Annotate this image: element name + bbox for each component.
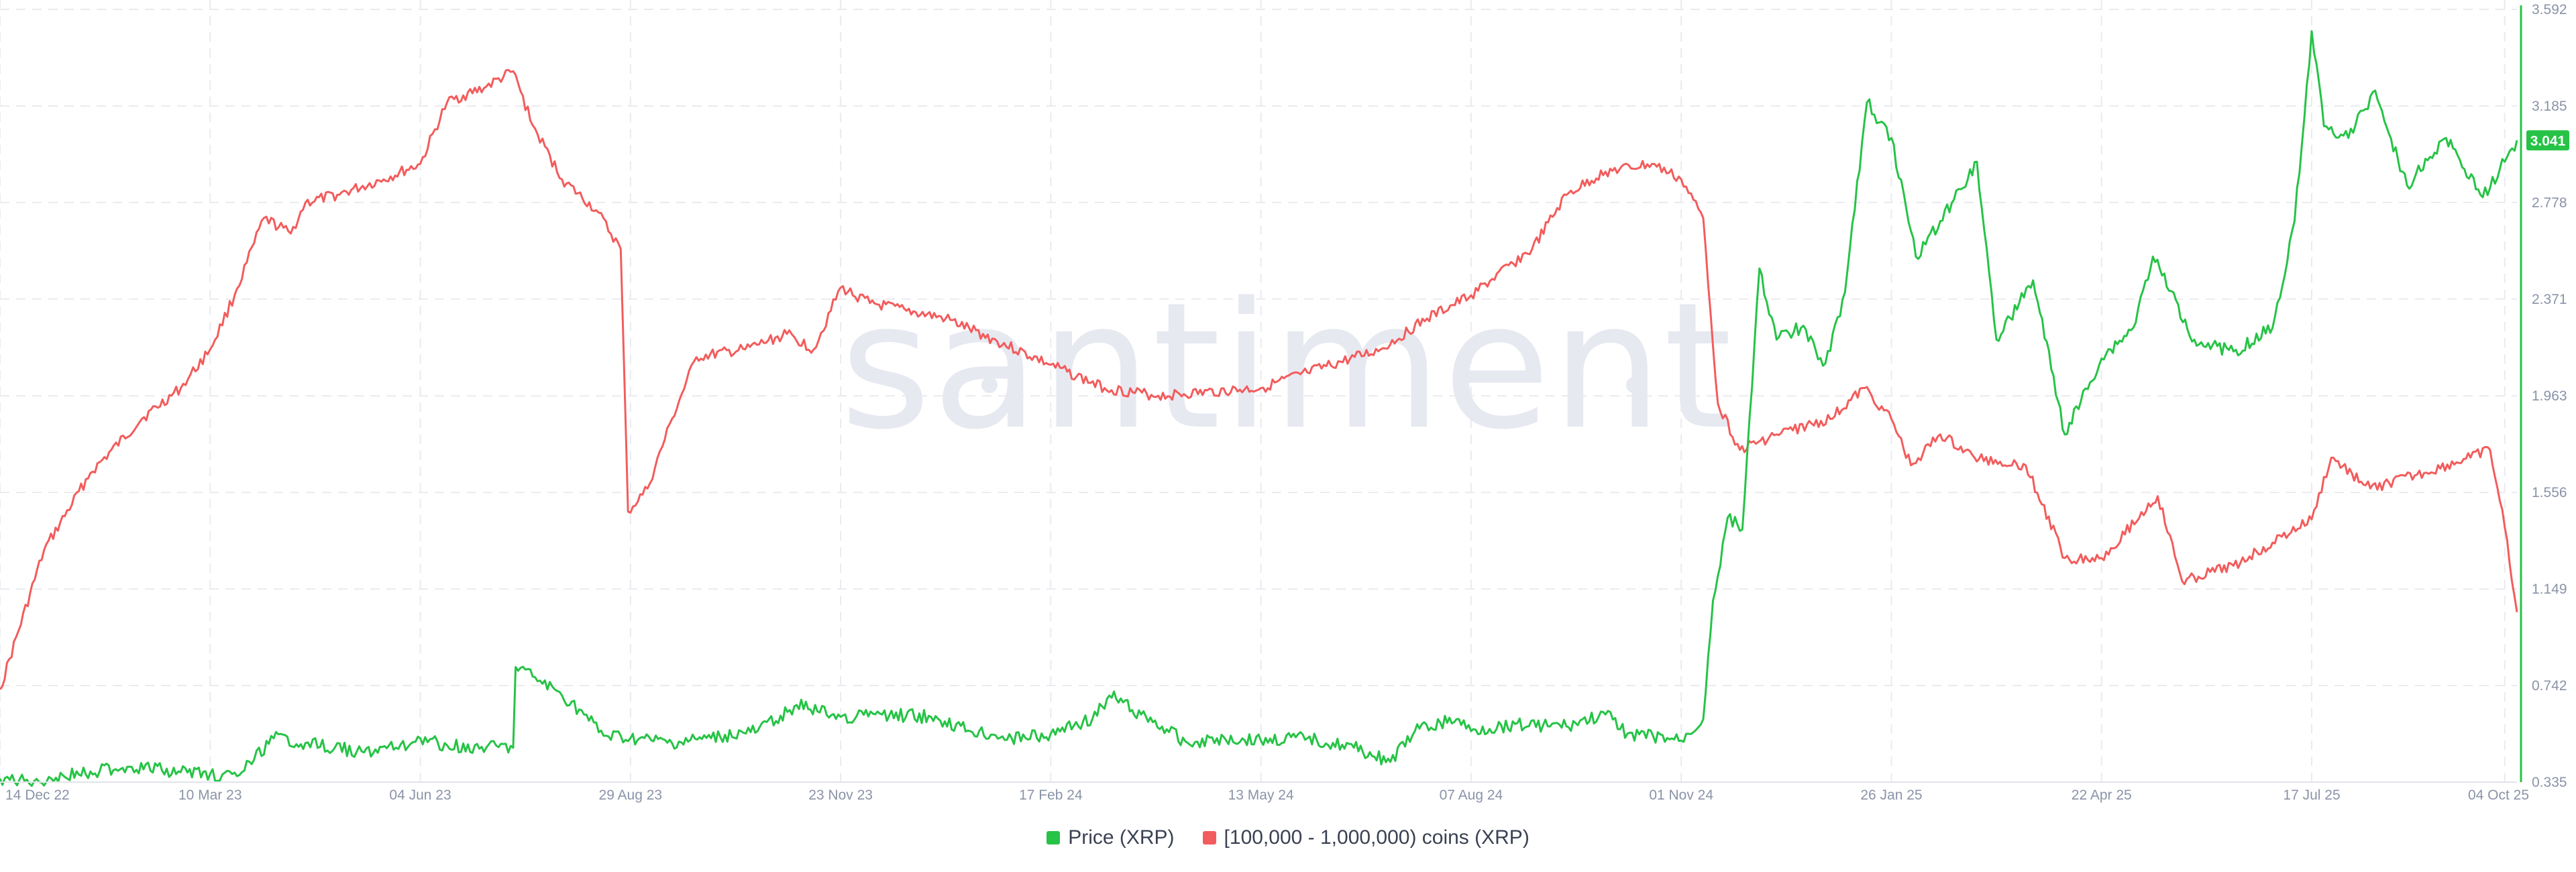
x-tick-label: 22 Apr 25	[2072, 787, 2132, 803]
y-tick-label: 3.185	[2532, 99, 2567, 114]
x-tick-label: 29 Aug 23	[599, 787, 663, 803]
legend-item-holders[interactable]: [100,000 - 1,000,000) coins (XRP)	[1202, 826, 1529, 849]
legend-swatch-holders	[1202, 831, 1216, 844]
watermark-text: santiment	[840, 266, 1733, 468]
watermark-dot-right	[1626, 377, 1642, 393]
x-tick-label: 04 Jun 23	[389, 787, 451, 803]
x-tick-label: 07 Aug 24	[1440, 787, 1503, 803]
y-tick-label: 1.149	[2532, 582, 2567, 597]
y-tick-label: 2.371	[2532, 292, 2567, 307]
current-price-label: 3.041	[2530, 133, 2566, 149]
series-line-price[interactable]	[0, 30, 2518, 787]
x-tick-label: 17 Feb 24	[1019, 787, 1083, 803]
watermark-dot-left	[981, 377, 998, 393]
legend-swatch-price	[1046, 831, 1061, 844]
x-tick-label: 13 May 24	[1228, 787, 1294, 803]
y-tick-label: 1.556	[2532, 485, 2567, 500]
x-tick-label: 01 Nov 24	[1649, 787, 1713, 803]
series-lines	[0, 30, 2518, 787]
gridlines	[0, 0, 2517, 783]
series-line-holders[interactable]	[0, 68, 2518, 690]
y-tick-label: 1.963	[2532, 388, 2567, 404]
watermark: santiment	[840, 266, 1733, 468]
x-tick-label: 26 Jan 25	[1860, 787, 1922, 803]
x-tick-label: 04 Oct 25	[2468, 787, 2529, 803]
y-tick-label: 2.778	[2532, 195, 2567, 211]
x-tick-label: 10 Mar 23	[178, 787, 242, 803]
legend-label-holders: [100,000 - 1,000,000) coins (XRP)	[1224, 826, 1529, 849]
axes: 3.592 3.185 2.778 2.371 1.963 1.556 1.149 0.742…	[0, 2, 2569, 803]
x-tick-label: 23 Nov 23	[808, 787, 873, 803]
legend-item-price[interactable]: Price (XRP)	[1046, 826, 1175, 849]
x-tick-label: 14 Dec 22	[5, 787, 70, 803]
x-tick-label: 17 Jul 25	[2283, 787, 2340, 803]
current-price-badge: 3.041	[2526, 130, 2569, 151]
y-tick-label: 0.335	[2532, 775, 2567, 790]
legend: Price (XRP) [100,000 - 1,000,000) coins …	[0, 826, 2576, 849]
legend-label-price: Price (XRP)	[1068, 826, 1175, 849]
y-tick-label: 3.592	[2532, 2, 2567, 17]
y-tick-label: 0.742	[2532, 678, 2567, 694]
